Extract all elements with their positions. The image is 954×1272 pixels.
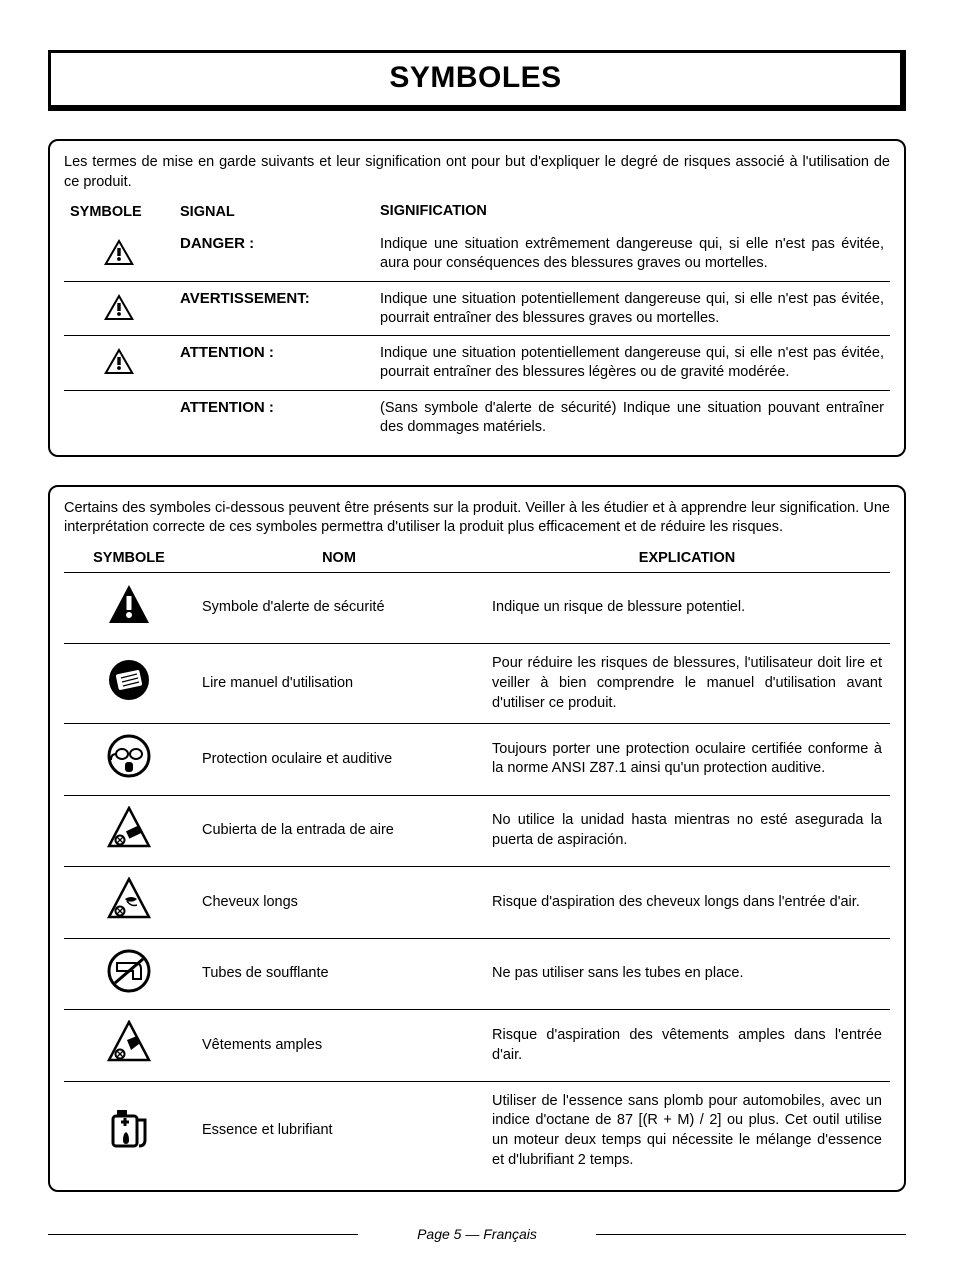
- symbols-intro: Certains des symboles ci-dessous peuvent…: [64, 499, 890, 538]
- table-row: Cheveux longsRisque d'aspiration des che…: [64, 867, 890, 939]
- symbol-cell: [64, 1081, 194, 1180]
- signal-meaning: (Sans symbole d'alerte de sécurité) Indi…: [374, 391, 890, 445]
- symbol-cell: [64, 227, 174, 281]
- symbol-cell: [64, 724, 194, 796]
- signal-table: SYMBOLE SIGNAL SIGNIFICATION DANGER :Ind…: [64, 198, 890, 445]
- symbol-cell: [64, 336, 174, 391]
- hair-icon: [107, 877, 151, 921]
- page-footer: Page 5 — Français: [48, 1226, 906, 1242]
- warning-triangle-icon: [102, 346, 136, 376]
- fuel-icon: [107, 1106, 151, 1150]
- symbol-explanation: Utiliser de l'essence sans plomb pour au…: [484, 1081, 890, 1180]
- symbol-name: Symbole d'alerte de sécurité: [194, 572, 484, 644]
- page-title-box: SYMBOLES: [48, 50, 906, 111]
- col-header-nom: NOM: [194, 544, 484, 573]
- symbols-panel: Certains des symboles ci-dessous peuvent…: [48, 485, 906, 1192]
- symbol-name: Cubierta de la entrada de aire: [194, 795, 484, 867]
- symbol-explanation: Risque d'aspiration des cheveux longs da…: [484, 867, 890, 939]
- signal-word: ATTENTION :: [174, 336, 374, 391]
- symbol-cell: [64, 1010, 194, 1082]
- table-row: Lire manuel d'utilisationPour réduire le…: [64, 644, 890, 724]
- signal-meaning: Indique une situation potentiellement da…: [374, 336, 890, 391]
- symbol-explanation: Indique un risque de blessure potentiel.: [484, 572, 890, 644]
- page-title: SYMBOLES: [51, 61, 900, 95]
- col-header-signal: SIGNAL: [174, 198, 374, 227]
- alert-icon: [107, 583, 151, 627]
- table-row: Essence et lubrifiantUtiliser de l'essen…: [64, 1081, 890, 1180]
- table-row: Cubierta de la entrada de aireNo utilice…: [64, 795, 890, 867]
- symbol-name: Protection oculaire et auditive: [194, 724, 484, 796]
- eyeear-icon: [107, 734, 151, 778]
- signal-word: AVERTISSEMENT:: [174, 281, 374, 336]
- manual-icon: [107, 658, 151, 702]
- symbols-table: SYMBOLE NOM EXPLICATION Symbole d'alerte…: [64, 544, 890, 1180]
- col-header-explication: EXPLICATION: [484, 544, 890, 573]
- symbol-cell: [64, 391, 174, 445]
- tubes-icon: [107, 949, 151, 993]
- table-row: Symbole d'alerte de sécuritéIndique un r…: [64, 572, 890, 644]
- symbol-name: Lire manuel d'utilisation: [194, 644, 484, 724]
- table-row: ATTENTION :Indique une situation potenti…: [64, 336, 890, 391]
- signal-meaning: Indique une situation extrêmement danger…: [374, 227, 890, 281]
- table-row: DANGER :Indique une situation extrêmemen…: [64, 227, 890, 281]
- table-row: AVERTISSEMENT:Indique une situation pote…: [64, 281, 890, 336]
- symbol-name: Essence et lubrifiant: [194, 1081, 484, 1180]
- warning-triangle-icon: [102, 292, 136, 322]
- symbol-cell: [64, 938, 194, 1010]
- table-row: ATTENTION :(Sans symbole d'alerte de séc…: [64, 391, 890, 445]
- symbol-cell: [64, 644, 194, 724]
- symbol-cell: [64, 572, 194, 644]
- table-row: Tubes de soufflanteNe pas utiliser sans …: [64, 938, 890, 1010]
- table-header-row: SYMBOLE NOM EXPLICATION: [64, 544, 890, 573]
- symbol-explanation: Risque d'aspiration des vêtements amples…: [484, 1010, 890, 1082]
- symbol-name: Vêtements amples: [194, 1010, 484, 1082]
- symbol-explanation: Ne pas utiliser sans les tubes en place.: [484, 938, 890, 1010]
- symbol-cell: [64, 795, 194, 867]
- col-header-symbole: SYMBOLE: [64, 544, 194, 573]
- symbol-cell: [64, 281, 174, 336]
- signal-word: ATTENTION :: [174, 391, 374, 445]
- signal-intro: Les termes de mise en garde suivants et …: [64, 153, 890, 192]
- symbol-name: Cheveux longs: [194, 867, 484, 939]
- col-header-symbole: SYMBOLE: [64, 198, 174, 227]
- signal-panel: Les termes de mise en garde suivants et …: [48, 139, 906, 457]
- signal-word: DANGER :: [174, 227, 374, 281]
- warning-triangle-icon: [102, 237, 136, 267]
- intake-icon: [107, 806, 151, 850]
- col-header-signification: SIGNIFICATION: [374, 198, 890, 227]
- cloth-icon: [107, 1020, 151, 1064]
- table-row: Vêtements amplesRisque d'aspiration des …: [64, 1010, 890, 1082]
- symbol-explanation: No utilice la unidad hasta mientras no e…: [484, 795, 890, 867]
- table-row: Protection oculaire et auditiveToujours …: [64, 724, 890, 796]
- signal-meaning: Indique une situation potentiellement da…: [374, 281, 890, 336]
- symbol-explanation: Pour réduire les risques de blessures, l…: [484, 644, 890, 724]
- symbol-explanation: Toujours porter une protection oculaire …: [484, 724, 890, 796]
- table-header-row: SYMBOLE SIGNAL SIGNIFICATION: [64, 198, 890, 227]
- symbol-cell: [64, 867, 194, 939]
- symbol-name: Tubes de soufflante: [194, 938, 484, 1010]
